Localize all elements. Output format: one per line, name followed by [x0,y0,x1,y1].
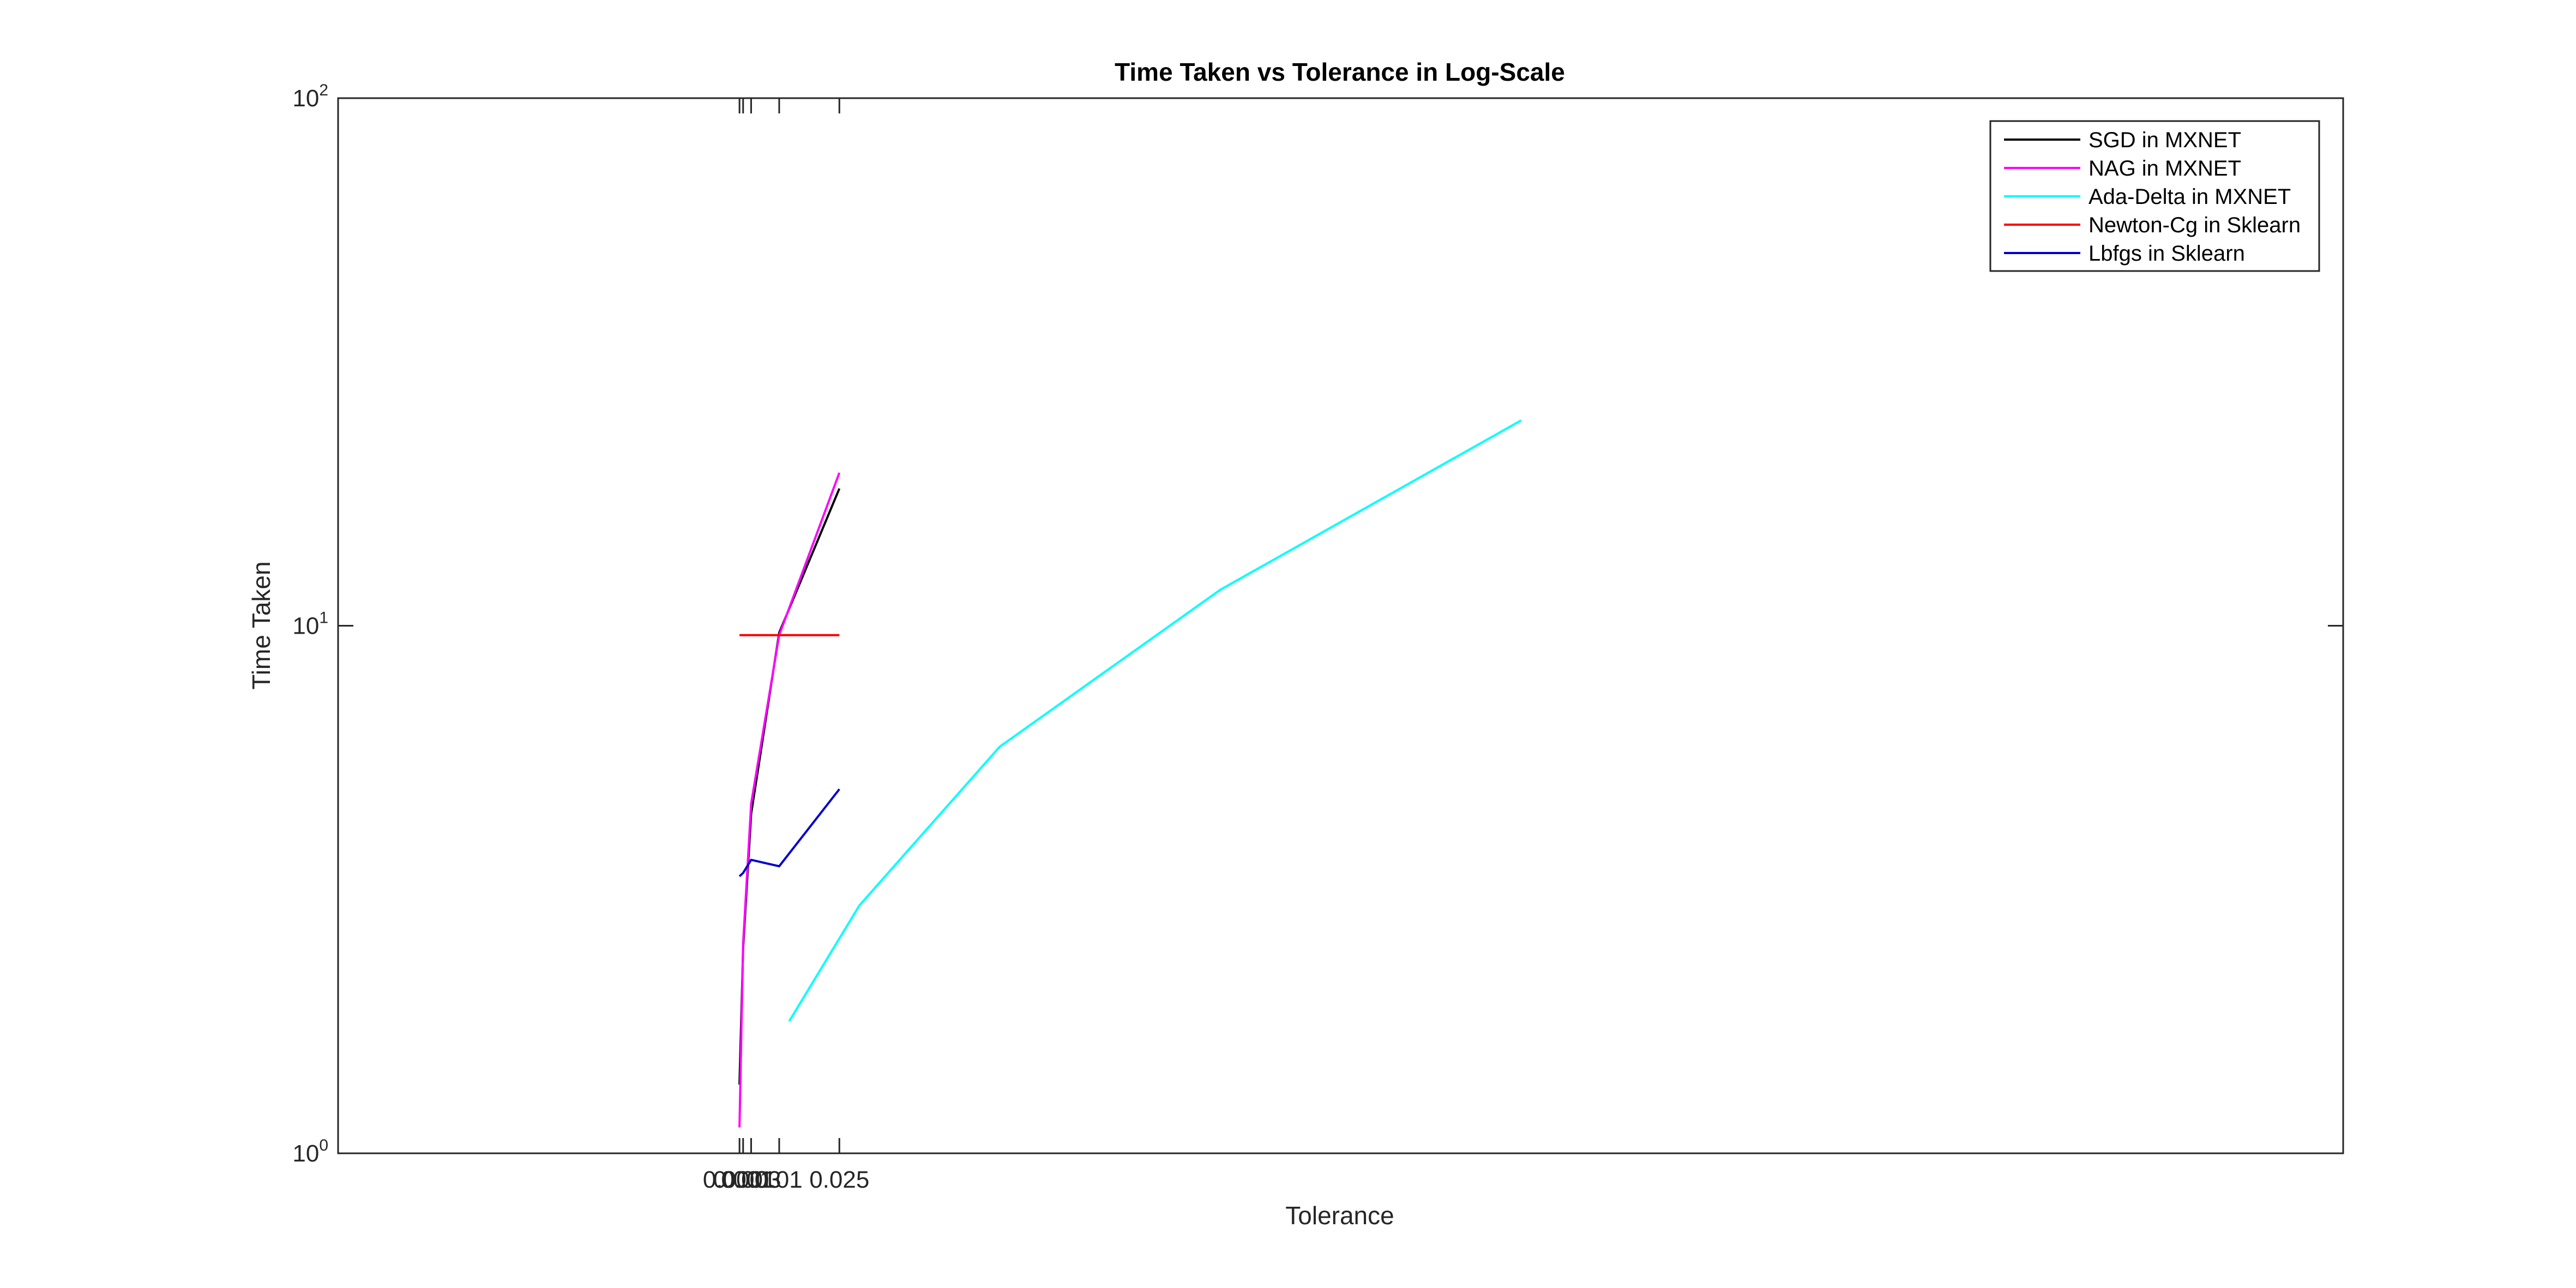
y-axis-label: Time Taken [247,561,275,689]
x-tick-label-2: 0.003 [721,1166,781,1193]
x-tick-label-0: 0.0001 [703,1166,777,1193]
legend-label-1: NAG in MXNET [2089,157,2241,180]
y-tick-label-1: 101 [292,609,328,640]
series-line-2 [788,419,1522,1022]
plot-area [337,97,2344,1154]
x-tick-label-3: 0.01 [756,1166,803,1193]
y-tick-label-0: 100 [292,1136,328,1167]
legend-label-3: Newton-Cg in Sklearn [2089,213,2301,237]
series-line-1 [738,472,841,1128]
y-tick-label-2: 102 [292,81,328,112]
legend: SGD in MXNET NAG in MXNET Ada-Delta in MXN… [1989,120,2320,272]
x-tick-label-1: 0.001 [713,1166,773,1193]
x-tick-label-4: 0.025 [809,1166,869,1193]
x-axis-label: Tolerance [1285,1201,1394,1230]
legend-label-2: Ada-Delta in MXNET [2089,185,2291,209]
legend-label-0: SGD in MXNET [2089,128,2241,152]
plot-frame [337,97,2344,1154]
legend-label-4: Lbfgs in Sklearn [2089,242,2245,266]
series-line-4 [738,788,840,877]
series-layer [738,419,1522,1128]
chart-title: Time Taken vs Tolerance in Log-Scale [1115,58,1565,86]
